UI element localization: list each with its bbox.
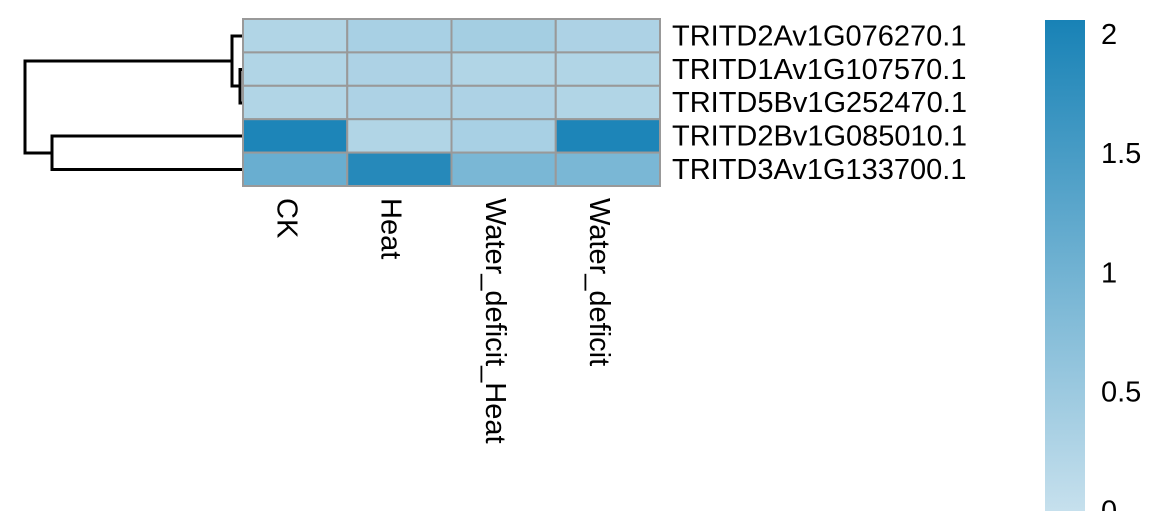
heatmap-cell <box>346 118 453 154</box>
heatmap-cell <box>450 151 557 188</box>
color-tick-label: 0 <box>1101 496 1117 511</box>
heatmap-cell <box>450 18 557 54</box>
row-label: TRITD3Av1G133700.1 <box>672 154 966 186</box>
heatmap-cell <box>554 51 661 87</box>
column-label: CK <box>270 198 302 239</box>
heatmap-cell <box>450 118 557 154</box>
row-label: TRITD1Av1G107570.1 <box>672 54 966 86</box>
heatmap-cell <box>346 18 453 54</box>
heatmap-cell <box>554 18 661 54</box>
heatmap-cell <box>242 18 349 54</box>
heatmap-cell <box>346 51 453 87</box>
heatmap-cell <box>346 84 453 121</box>
heatmap-cell <box>554 151 661 188</box>
heatmap-cell <box>242 51 349 87</box>
heatmap-cell <box>242 118 349 154</box>
heatmap-cell <box>450 84 557 121</box>
heatmap-cell <box>346 151 453 188</box>
row-label: TRITD5Bv1G252470.1 <box>672 87 967 119</box>
row-label: TRITD2Av1G076270.1 <box>672 20 966 52</box>
dendrogram <box>23 34 243 171</box>
heatmap-cell <box>554 118 661 154</box>
column-label: Heat <box>375 198 407 259</box>
color-tick-label: 1.5 <box>1101 138 1141 170</box>
heatmap-cell <box>450 51 557 87</box>
color-tick-label: 1 <box>1101 257 1117 289</box>
column-label: Water_deficit_Heat <box>479 198 511 444</box>
row-label: TRITD2Bv1G085010.1 <box>672 121 967 153</box>
color-tick-label: 2 <box>1101 19 1117 51</box>
column-label: Water_deficit <box>583 198 615 366</box>
heatmap-cell <box>242 151 349 188</box>
heatmap-cell <box>242 84 349 121</box>
heatmap-cell <box>554 84 661 121</box>
color-tick-label: 0.5 <box>1101 376 1141 408</box>
color-bar <box>1045 20 1085 511</box>
